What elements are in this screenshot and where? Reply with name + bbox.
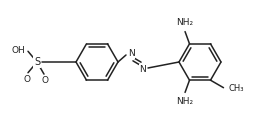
Text: NH₂: NH₂ bbox=[176, 97, 194, 106]
Text: N: N bbox=[128, 50, 135, 58]
Text: NH₂: NH₂ bbox=[176, 18, 194, 27]
Text: S: S bbox=[34, 57, 40, 67]
Text: O: O bbox=[42, 76, 49, 85]
Text: CH₃: CH₃ bbox=[229, 84, 244, 93]
Text: OH: OH bbox=[11, 46, 25, 55]
Text: O: O bbox=[23, 75, 30, 84]
Text: N: N bbox=[139, 64, 146, 74]
